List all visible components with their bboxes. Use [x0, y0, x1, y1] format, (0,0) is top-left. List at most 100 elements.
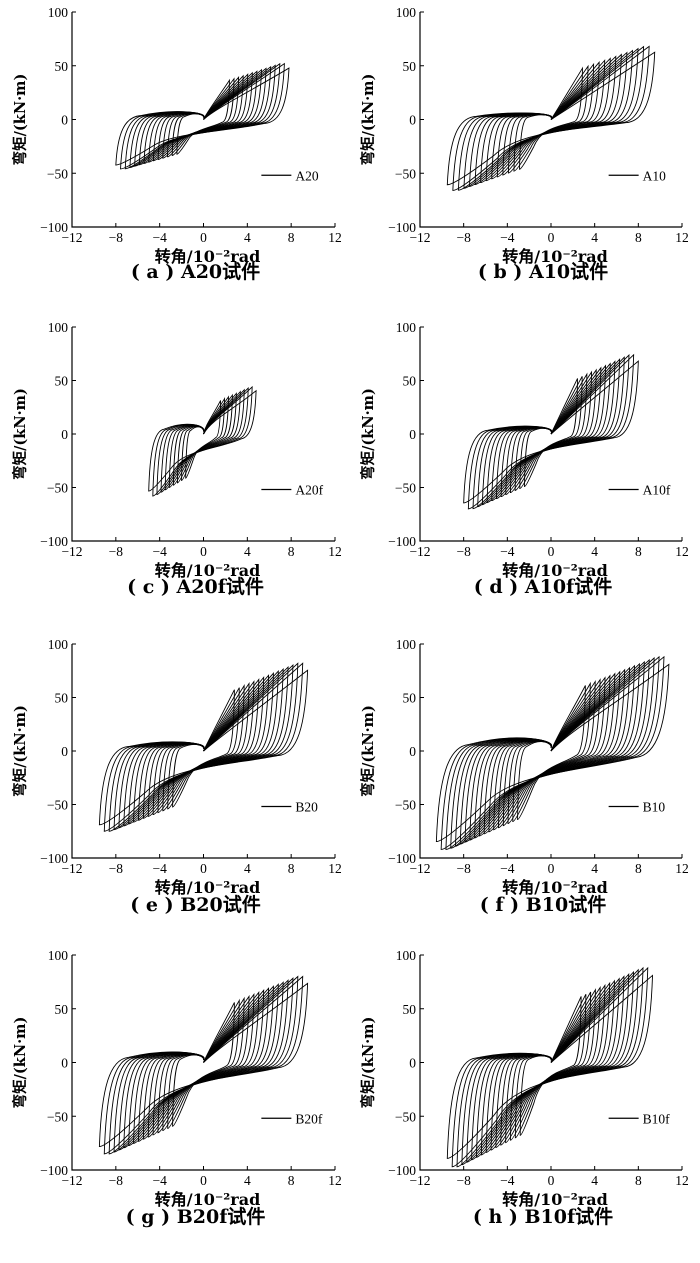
- hysteresis-loop: [172, 393, 233, 486]
- hysteresis-loop: [120, 62, 285, 170]
- legend-label: B10f: [643, 1111, 671, 1126]
- hysteresis-loop: [128, 983, 279, 1147]
- y-tick-label: 100: [48, 5, 69, 20]
- y-tick-label: −50: [395, 1109, 416, 1124]
- x-axis-label: 转角/10⁻²rad: [502, 561, 608, 580]
- x-tick-label: −4: [152, 230, 167, 245]
- panel-caption: ( a ) A20试件: [131, 260, 260, 283]
- x-axis-label: 转角/10⁻²rad: [155, 878, 261, 897]
- hysteresis-loop: [103, 662, 304, 832]
- x-tick-label: 8: [635, 230, 642, 245]
- panel-g: −12 −8 −4 0 4 8 12 100 50 0 −50 −100 转角/10⁻²rad 弯矩/(k…: [11, 948, 342, 1228]
- x-tick-label: −4: [500, 861, 515, 876]
- y-axis-label: 弯矩/(kN·m): [359, 1017, 377, 1109]
- hysteresis-loop: [162, 74, 244, 159]
- y-tick-label: 0: [409, 113, 416, 128]
- hysteresis-loop: [514, 372, 588, 492]
- y-tick-label: 50: [55, 374, 69, 389]
- hysteresis-loop: [498, 676, 606, 829]
- hysteresis-loop: [103, 975, 304, 1155]
- panel-caption: ( d ) A10f试件: [474, 575, 612, 598]
- hysteresis-loop: [445, 655, 660, 850]
- x-tick-label: 0: [548, 1173, 555, 1188]
- x-tick-label: 4: [591, 1173, 598, 1188]
- y-tick-label: −50: [395, 481, 416, 496]
- x-axis-label: 转角/10⁻²rad: [502, 1190, 608, 1209]
- hysteresis-curve: [148, 385, 257, 497]
- hysteresis-curve: [98, 975, 309, 1155]
- y-tick-label: −100: [40, 1163, 68, 1178]
- x-tick-label: −4: [500, 230, 515, 245]
- hysteresis-loop: [450, 656, 655, 849]
- hysteresis-loop: [513, 64, 589, 172]
- y-tick-label: 100: [396, 637, 417, 652]
- hysteresis-loop: [435, 663, 670, 843]
- hysteresis-loop: [512, 681, 591, 823]
- hysteresis-loop: [457, 45, 645, 191]
- hysteresis-loop: [491, 362, 611, 502]
- hysteresis-loop: [507, 62, 595, 174]
- hysteresis-loop: [137, 987, 270, 1142]
- y-tick-label: 100: [396, 320, 417, 335]
- hysteresis-loop: [148, 70, 258, 163]
- hysteresis-loop: [456, 966, 644, 1168]
- hysteresis-loop: [167, 75, 240, 158]
- hysteresis-loop: [164, 390, 241, 491]
- x-tick-label: −8: [456, 544, 471, 559]
- hysteresis-loop: [147, 991, 260, 1138]
- hysteresis-loop: [137, 674, 270, 821]
- x-tick-label: −4: [152, 861, 167, 876]
- hysteresis-loop: [168, 392, 237, 488]
- x-tick-label: 4: [244, 1173, 251, 1188]
- hysteresis-loop: [463, 47, 639, 189]
- x-tick-label: −12: [61, 861, 82, 876]
- y-tick-label: −50: [47, 1109, 68, 1124]
- x-tick-label: 12: [675, 230, 689, 245]
- hysteresis-loop: [152, 385, 253, 497]
- hysteresis-loop: [493, 674, 611, 831]
- y-tick-label: −50: [47, 166, 68, 181]
- x-tick-label: −8: [109, 1173, 124, 1188]
- hysteresis-loop: [128, 670, 279, 825]
- y-tick-label: 100: [48, 637, 69, 652]
- x-tick-label: 4: [591, 861, 598, 876]
- x-axis-label: 转角/10⁻²rad: [155, 247, 261, 266]
- hysteresis-loop: [157, 994, 250, 1134]
- x-tick-label: −4: [500, 544, 515, 559]
- hysteresis-loop: [157, 73, 249, 160]
- y-tick-label: −100: [40, 851, 68, 866]
- hysteresis-loop: [451, 966, 649, 1168]
- x-tick-label: −8: [109, 861, 124, 876]
- hysteresis-loop: [519, 376, 583, 490]
- hysteresis-loop: [519, 66, 583, 170]
- hysteresis-curve: [98, 662, 309, 832]
- x-tick-label: 0: [548, 544, 555, 559]
- hysteresis-loop: [142, 676, 265, 819]
- panel-d: −12 −8 −4 0 4 8 12 100 50 0 −50 −100 转角/10⁻²rad 弯矩/(k…: [359, 320, 689, 598]
- hysteresis-loop: [162, 683, 245, 812]
- hysteresis-loop: [123, 668, 284, 827]
- x-tick-label: 12: [328, 230, 342, 245]
- hysteresis-loop: [505, 988, 596, 1144]
- y-axis-label: 弯矩/(kN·m): [359, 705, 377, 797]
- hysteresis-loop: [519, 996, 582, 1136]
- hysteresis-loop: [517, 685, 586, 820]
- hysteresis-loop: [502, 61, 600, 176]
- x-tick-label: 8: [288, 544, 295, 559]
- hysteresis-loop: [480, 977, 620, 1156]
- y-tick-label: 50: [403, 374, 417, 389]
- x-tick-label: 12: [675, 1173, 689, 1188]
- y-tick-label: 0: [61, 427, 68, 442]
- x-tick-label: −4: [152, 544, 167, 559]
- x-tick-label: 4: [591, 230, 598, 245]
- legend-label: A20f: [295, 483, 323, 498]
- y-tick-label: 50: [55, 691, 69, 706]
- hysteresis-loop: [490, 981, 611, 1151]
- hysteresis-loop: [496, 59, 606, 178]
- x-tick-label: −8: [456, 230, 471, 245]
- panel-caption: ( e ) B20试件: [130, 893, 260, 916]
- x-axis-label: 转角/10⁻²rad: [502, 247, 608, 266]
- legend-label: A10f: [643, 483, 671, 498]
- hysteresis-loop: [113, 977, 294, 1153]
- x-tick-label: 4: [244, 544, 251, 559]
